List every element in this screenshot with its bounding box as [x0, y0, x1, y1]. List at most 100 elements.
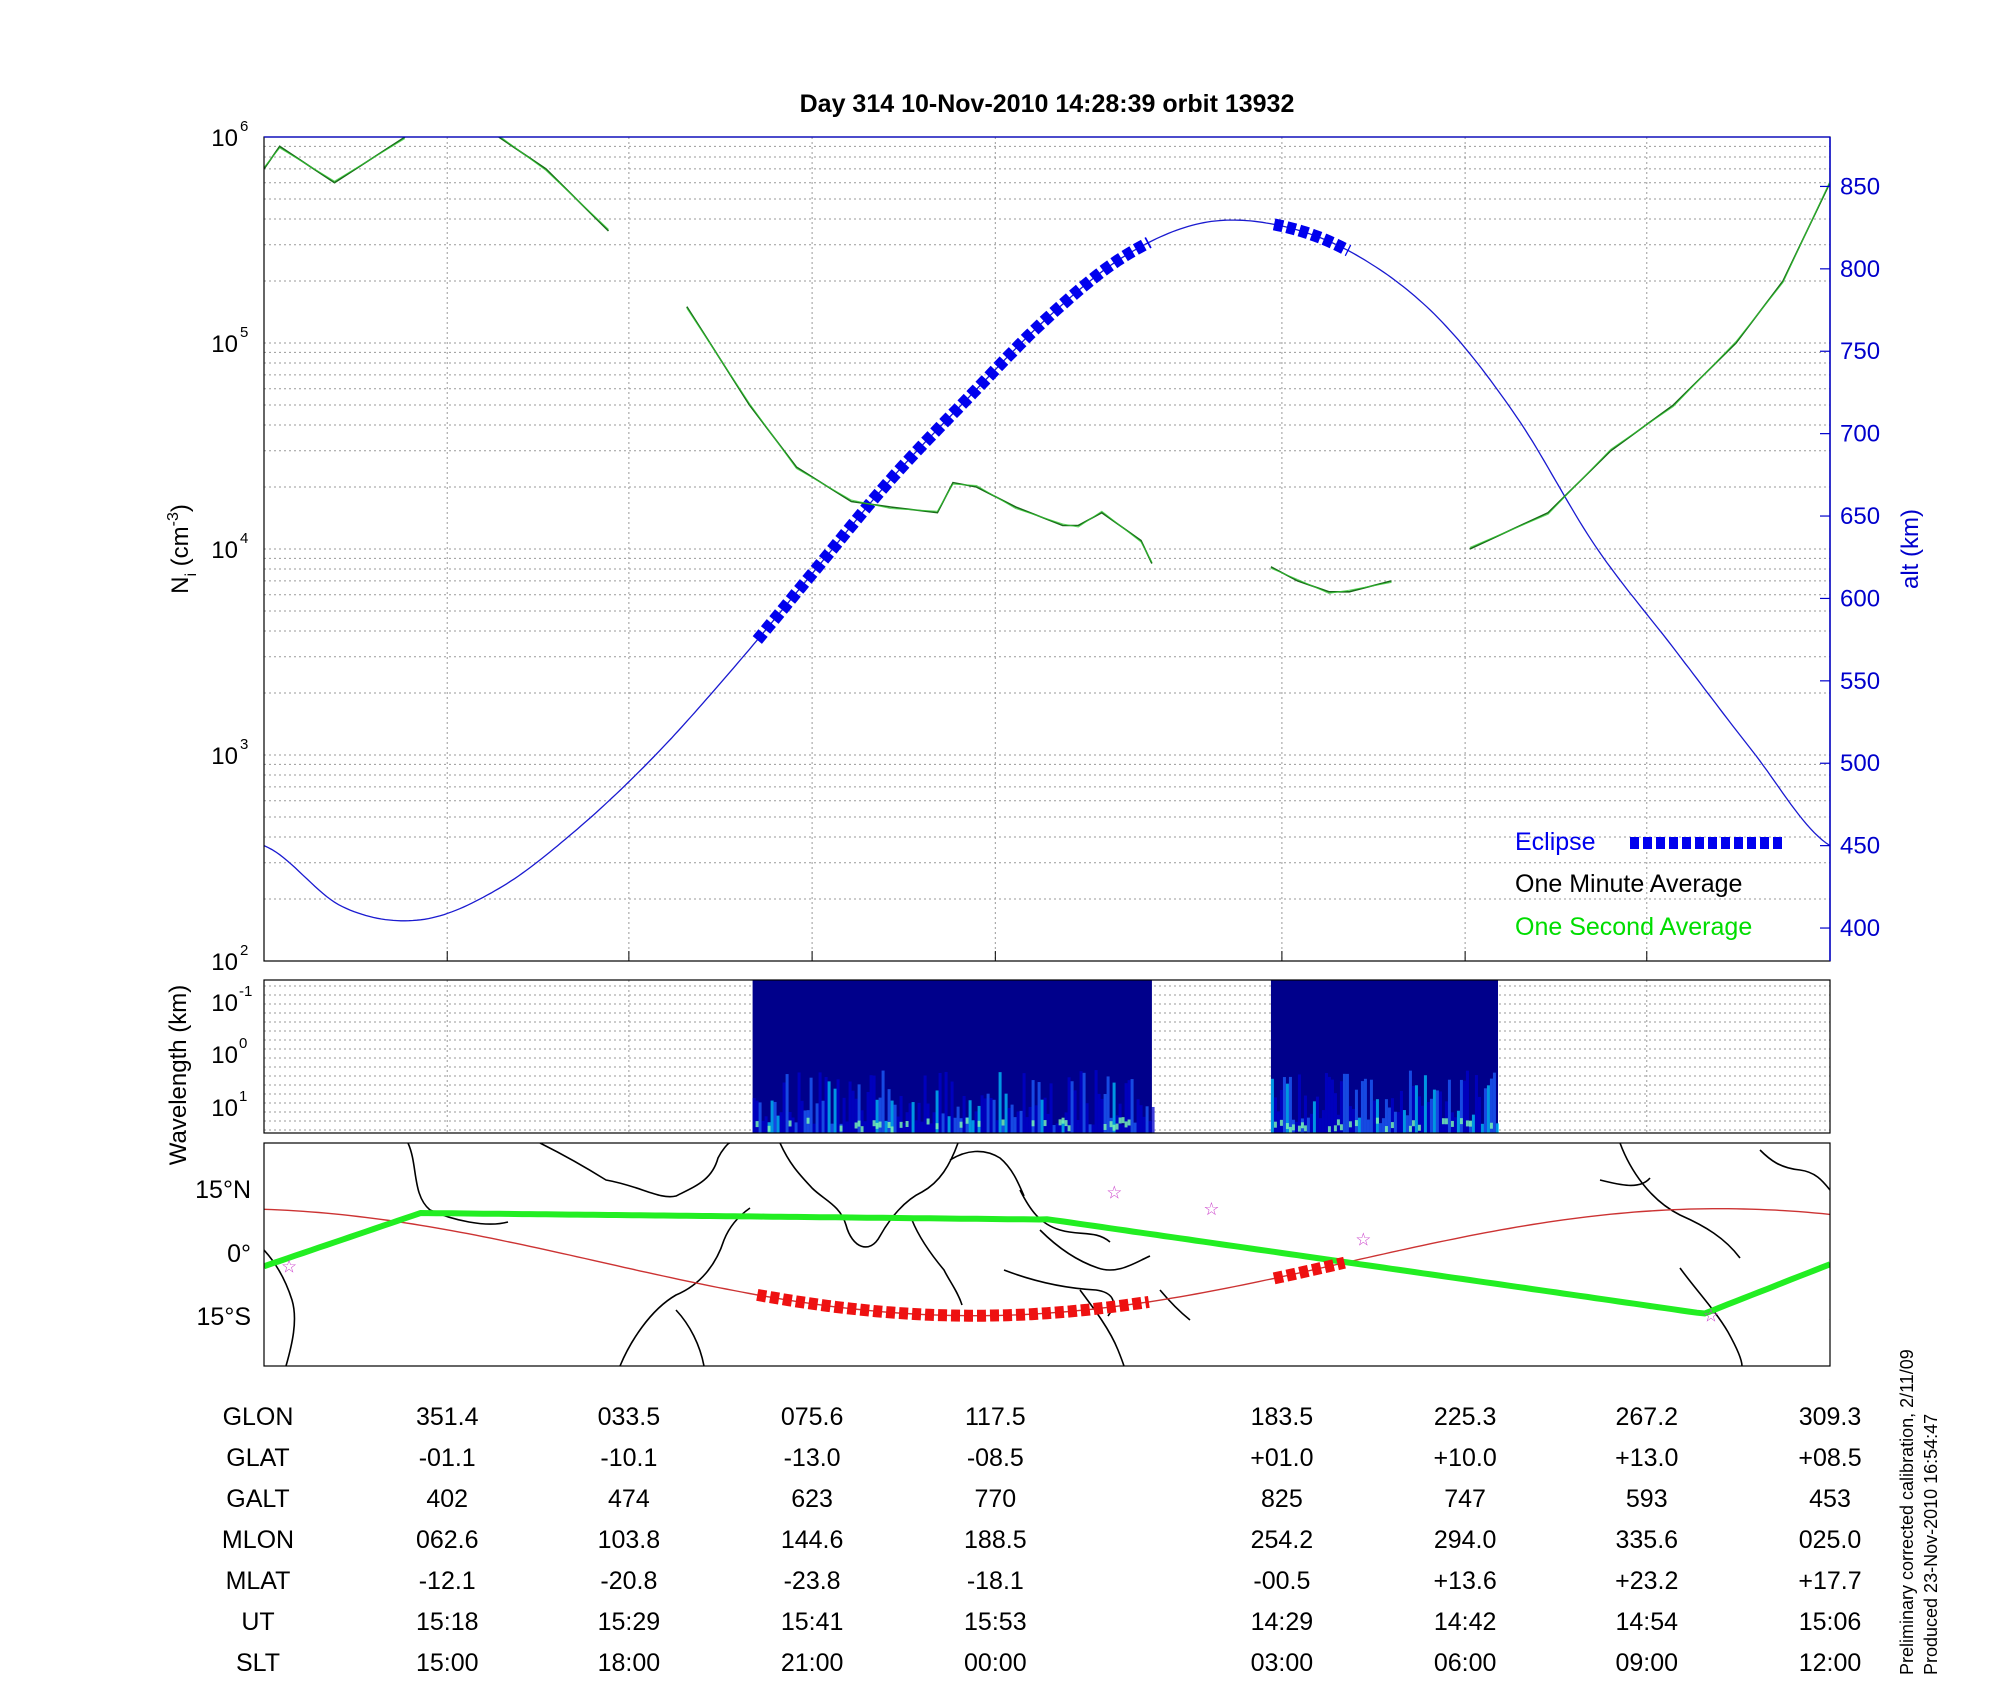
- ephemeris-cell: 075.6: [781, 1403, 844, 1431]
- spectrogram-column: [1070, 1081, 1074, 1133]
- spectrogram-column: [1285, 1083, 1289, 1133]
- spectrogram-column: [878, 1097, 882, 1133]
- ephemeris-row-label: GALT: [226, 1485, 289, 1513]
- spectrogram-column: [1423, 1075, 1427, 1133]
- spectrogram-peak: [854, 1122, 858, 1129]
- right-tick-label: 600: [1840, 585, 1880, 612]
- spectrogram-peak: [1103, 1123, 1107, 1130]
- ephemeris-cell: 351.4: [416, 1403, 479, 1431]
- ephemeris-cell: 335.6: [1615, 1526, 1678, 1554]
- y-tick-base: 10: [211, 743, 238, 770]
- ephemeris-row: GLON 351.4 033.5 075.6 117.5 183.5 225.3 267.2 3…: [223, 1403, 1862, 1431]
- ephemeris-cell: 15:00: [416, 1649, 479, 1677]
- right-tick-label: 500: [1840, 750, 1880, 777]
- ephemeris-cell: -13.0: [784, 1444, 841, 1472]
- spectrogram-column: [1139, 1105, 1143, 1133]
- spectrogram-column: [1034, 1105, 1038, 1133]
- spectrogram-data: [752, 980, 1499, 1133]
- spectrogram-peak: [935, 1123, 939, 1130]
- ephemeris-cell: 14:54: [1615, 1608, 1678, 1636]
- spectrogram-peak: [1327, 1126, 1331, 1133]
- spectrogram-column: [1112, 1082, 1116, 1133]
- spectrogram-peak: [1291, 1124, 1295, 1131]
- spectrogram-column: [923, 1075, 927, 1133]
- ephemeris-cell: 402: [426, 1485, 468, 1513]
- spectrogram-column: [1097, 1093, 1101, 1133]
- spectrogram-peak: [872, 1120, 876, 1127]
- spectrogram-peak: [806, 1117, 810, 1124]
- spectrogram-column: [1049, 1083, 1053, 1133]
- spectrogram-column: [941, 1113, 945, 1133]
- spectrogram-column: [1465, 1070, 1469, 1133]
- spectrogram-column: [1061, 1120, 1065, 1133]
- spectrogram-column: [794, 1122, 798, 1133]
- spectrogram-peak: [1058, 1119, 1062, 1126]
- ephemeris-cell: 103.8: [598, 1526, 661, 1554]
- spectrogram-column: [1055, 1123, 1059, 1133]
- spectrogram-column: [899, 1095, 903, 1133]
- spectrogram-column: [1145, 1106, 1149, 1133]
- spectrogram-column: [824, 1077, 828, 1133]
- ephemeris-cell: 00:00: [964, 1649, 1027, 1677]
- spectrogram-column: [857, 1084, 861, 1133]
- spectrogram-column: [782, 1082, 786, 1133]
- spectrogram-column: [1495, 1123, 1499, 1133]
- spectrogram-column: [896, 1116, 900, 1133]
- spectrogram-column: [770, 1100, 774, 1133]
- ephemeris-row-label: MLON: [222, 1526, 294, 1554]
- spectrogram-column: [1040, 1099, 1044, 1133]
- spectrogram-column: [1351, 1108, 1355, 1133]
- spectrogram-peak: [1001, 1119, 1005, 1126]
- legend-eclipse: Eclipse: [1515, 828, 1596, 856]
- spec-tick-exp: 0: [239, 1035, 247, 1052]
- legend: Eclipse One Minute Average One Second Av…: [1515, 828, 1782, 941]
- spectrogram-column: [1010, 1104, 1014, 1133]
- ephemeris-cell: 294.0: [1434, 1526, 1497, 1554]
- y-tick-1e6: 10 6: [211, 118, 248, 152]
- right-axis-ticks: 400 450 500 550 600 650 700 750 800 850: [1820, 173, 1880, 942]
- spectrogram-column: [947, 1116, 951, 1133]
- ephemeris-cell: 062.6: [416, 1526, 479, 1554]
- spectrogram-column: [809, 1077, 813, 1133]
- spectrogram-column: [1321, 1110, 1325, 1133]
- spectrogram-column: [1399, 1090, 1403, 1133]
- spectrogram-column: [1375, 1099, 1379, 1133]
- spectrogram-column: [1151, 1106, 1155, 1133]
- y-tick-base: 10: [211, 331, 238, 358]
- density-line-one-second: [264, 137, 1830, 594]
- spec-tick-exp: 1: [239, 1088, 247, 1105]
- spectrogram-column: [1384, 1099, 1388, 1133]
- spectrogram-column: [1085, 1103, 1089, 1133]
- map-tick-0: 0°: [227, 1240, 251, 1268]
- ephemeris-cell: 474: [608, 1485, 650, 1513]
- spectrogram-column: [1007, 1107, 1011, 1133]
- ephemeris-cell: 15:18: [416, 1608, 479, 1636]
- spectrogram-peak: [965, 1117, 969, 1124]
- spectrogram-column: [1393, 1111, 1397, 1133]
- ephemeris-cell: 14:29: [1251, 1608, 1314, 1636]
- spectrogram-column: [1447, 1079, 1451, 1133]
- spectrogram-column: [989, 1097, 993, 1133]
- spectrogram-column: [776, 1115, 780, 1133]
- legend-one-minute: One Minute Average: [1515, 870, 1742, 898]
- spectrogram-column: [908, 1103, 912, 1133]
- spectrogram-y-ticks: 10 -1 10 0 10 1: [211, 983, 252, 1122]
- spec-tick-1e-1: 10 -1: [211, 983, 252, 1017]
- spectrogram-column: [821, 1100, 825, 1133]
- spectrogram-column: [1453, 1117, 1457, 1133]
- y-tick-exp: 2: [240, 942, 248, 959]
- right-tick-label: 700: [1840, 421, 1880, 448]
- star-marker: ☆: [1203, 1199, 1219, 1219]
- ephemeris-cell: 06:00: [1434, 1649, 1497, 1677]
- ylabel-unit-exp: -3: [165, 512, 182, 526]
- ephemeris-cell: 267.2: [1615, 1403, 1678, 1431]
- ephemeris-cell: -20.8: [600, 1567, 657, 1595]
- right-tick-label: 850: [1840, 173, 1880, 200]
- spectrogram-column: [791, 1117, 795, 1133]
- spectrogram-column: [815, 1103, 819, 1133]
- coastlines: [264, 1143, 1830, 1366]
- spectrogram-peak: [887, 1121, 891, 1128]
- star-marker: ☆: [281, 1256, 297, 1276]
- ephemeris-cell: -00.5: [1253, 1567, 1310, 1595]
- ephemeris-row: MLAT -12.1 -20.8 -23.8 -18.1 -00.5 +13.6 +23.2 +…: [226, 1567, 1862, 1595]
